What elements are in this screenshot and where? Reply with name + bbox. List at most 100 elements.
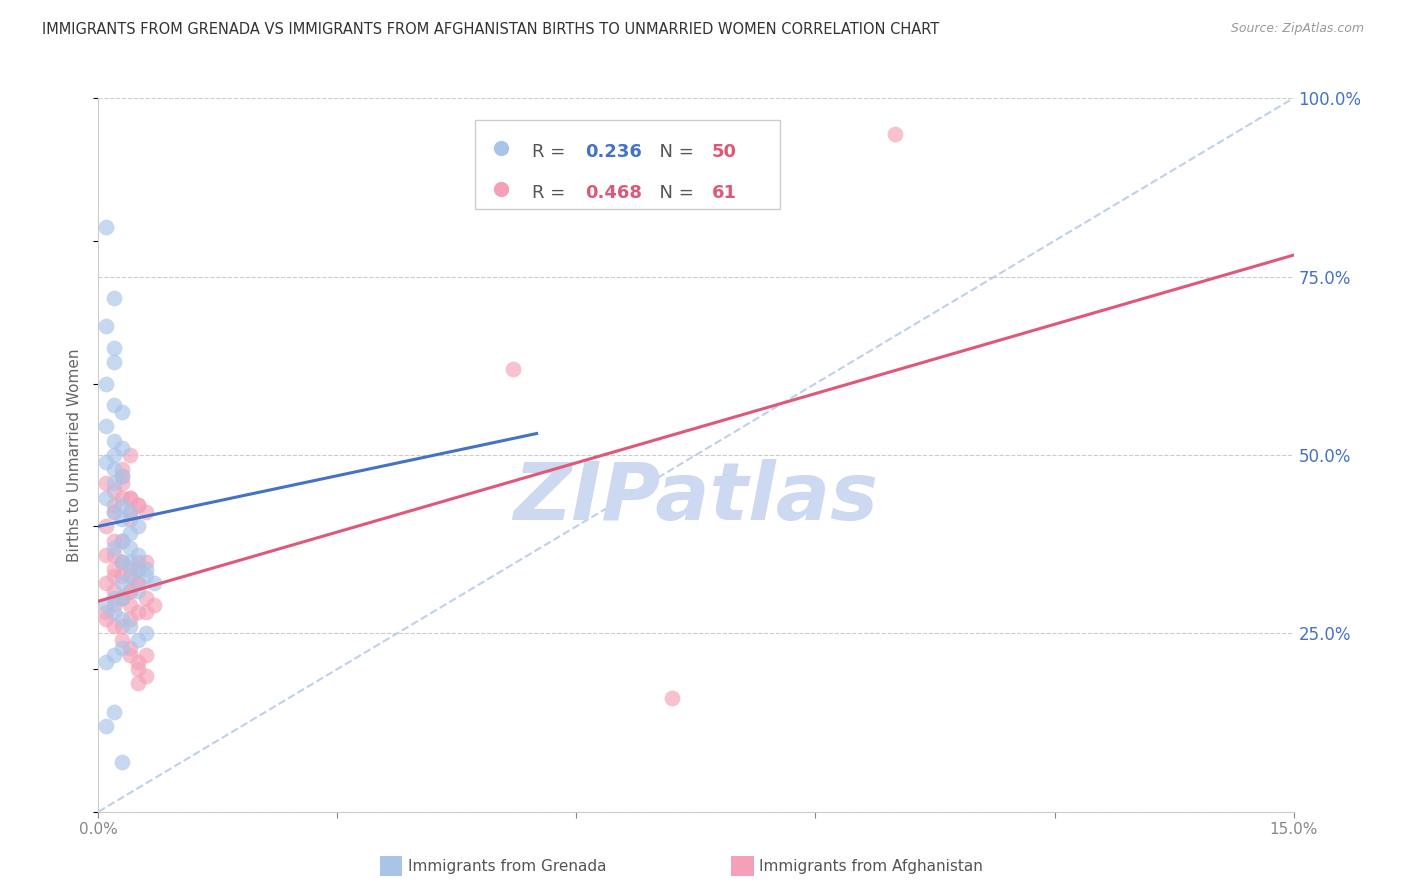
Point: [111, 441, 134, 455]
Point: [111, 612, 134, 626]
Point: [111, 633, 134, 648]
Point: [127, 576, 149, 591]
Point: [111, 640, 134, 655]
Text: 0.468: 0.468: [585, 184, 641, 202]
Point: [120, 505, 142, 519]
Point: [111, 469, 134, 483]
Point: [111, 462, 134, 476]
Point: [135, 669, 157, 683]
Point: [96, 576, 118, 591]
Point: [127, 519, 149, 533]
Point: [127, 576, 149, 591]
Point: [111, 555, 134, 569]
Point: [111, 469, 134, 483]
Point: [103, 462, 125, 476]
Point: [120, 619, 142, 633]
Point: [120, 448, 142, 462]
Point: [103, 483, 125, 498]
Point: [127, 583, 149, 598]
Point: [135, 648, 157, 662]
Point: [111, 476, 134, 491]
Point: [120, 491, 142, 505]
Point: [103, 583, 125, 598]
Point: [103, 648, 125, 662]
Point: [111, 555, 134, 569]
Point: [127, 562, 149, 576]
Point: [111, 405, 134, 419]
Point: [103, 598, 125, 612]
Point: [884, 127, 907, 141]
Point: [127, 605, 149, 619]
Point: [135, 626, 157, 640]
Point: [120, 555, 142, 569]
Point: [143, 576, 166, 591]
Point: [111, 576, 134, 591]
Point: [135, 605, 157, 619]
Point: [103, 605, 125, 619]
Point: [120, 569, 142, 583]
Text: N =: N =: [648, 184, 700, 202]
Point: [120, 505, 142, 519]
Point: [96, 455, 118, 469]
Point: [96, 219, 118, 234]
Text: 50: 50: [711, 143, 737, 161]
Point: [103, 291, 125, 305]
Point: [96, 419, 118, 434]
Text: N =: N =: [648, 143, 700, 161]
Point: [111, 555, 134, 569]
Point: [120, 648, 142, 662]
Point: [103, 619, 125, 633]
Text: 61: 61: [711, 184, 737, 202]
Point: [103, 448, 125, 462]
Point: [120, 583, 142, 598]
Point: [103, 505, 125, 519]
Point: [135, 591, 157, 605]
Point: [96, 655, 118, 669]
Point: [103, 398, 125, 412]
Point: [120, 612, 142, 626]
Point: [111, 491, 134, 505]
Point: [103, 533, 125, 548]
Point: [120, 526, 142, 541]
Point: [135, 505, 157, 519]
Point: [120, 491, 142, 505]
Point: [103, 705, 125, 719]
Text: R =: R =: [533, 143, 571, 161]
Point: [111, 533, 134, 548]
Point: [96, 476, 118, 491]
Point: [111, 619, 134, 633]
Point: [111, 591, 134, 605]
Text: Immigrants from Grenada: Immigrants from Grenada: [408, 859, 606, 873]
Point: [111, 755, 134, 769]
Point: [120, 562, 142, 576]
Point: [120, 583, 142, 598]
Point: [120, 640, 142, 655]
Text: Immigrants from Afghanistan: Immigrants from Afghanistan: [759, 859, 983, 873]
Point: [96, 319, 118, 334]
Point: [111, 591, 134, 605]
Point: [127, 676, 149, 690]
Point: [111, 591, 134, 605]
Point: [502, 362, 524, 376]
Bar: [475, 120, 779, 209]
Point: [135, 569, 157, 583]
Point: [127, 633, 149, 648]
Point: [127, 498, 149, 512]
Text: Source: ZipAtlas.com: Source: ZipAtlas.com: [1230, 22, 1364, 36]
Point: [127, 548, 149, 562]
Point: [135, 555, 157, 569]
Point: [96, 719, 118, 733]
Point: [96, 519, 118, 533]
Point: [103, 569, 125, 583]
Point: [120, 541, 142, 555]
Point: [120, 569, 142, 583]
Point: [111, 533, 134, 548]
Point: [103, 476, 125, 491]
Point: [127, 562, 149, 576]
Point: [96, 491, 118, 505]
Point: [103, 591, 125, 605]
Point: [96, 605, 118, 619]
Text: R =: R =: [533, 184, 571, 202]
Text: 0.236: 0.236: [585, 143, 641, 161]
Point: [127, 555, 149, 569]
